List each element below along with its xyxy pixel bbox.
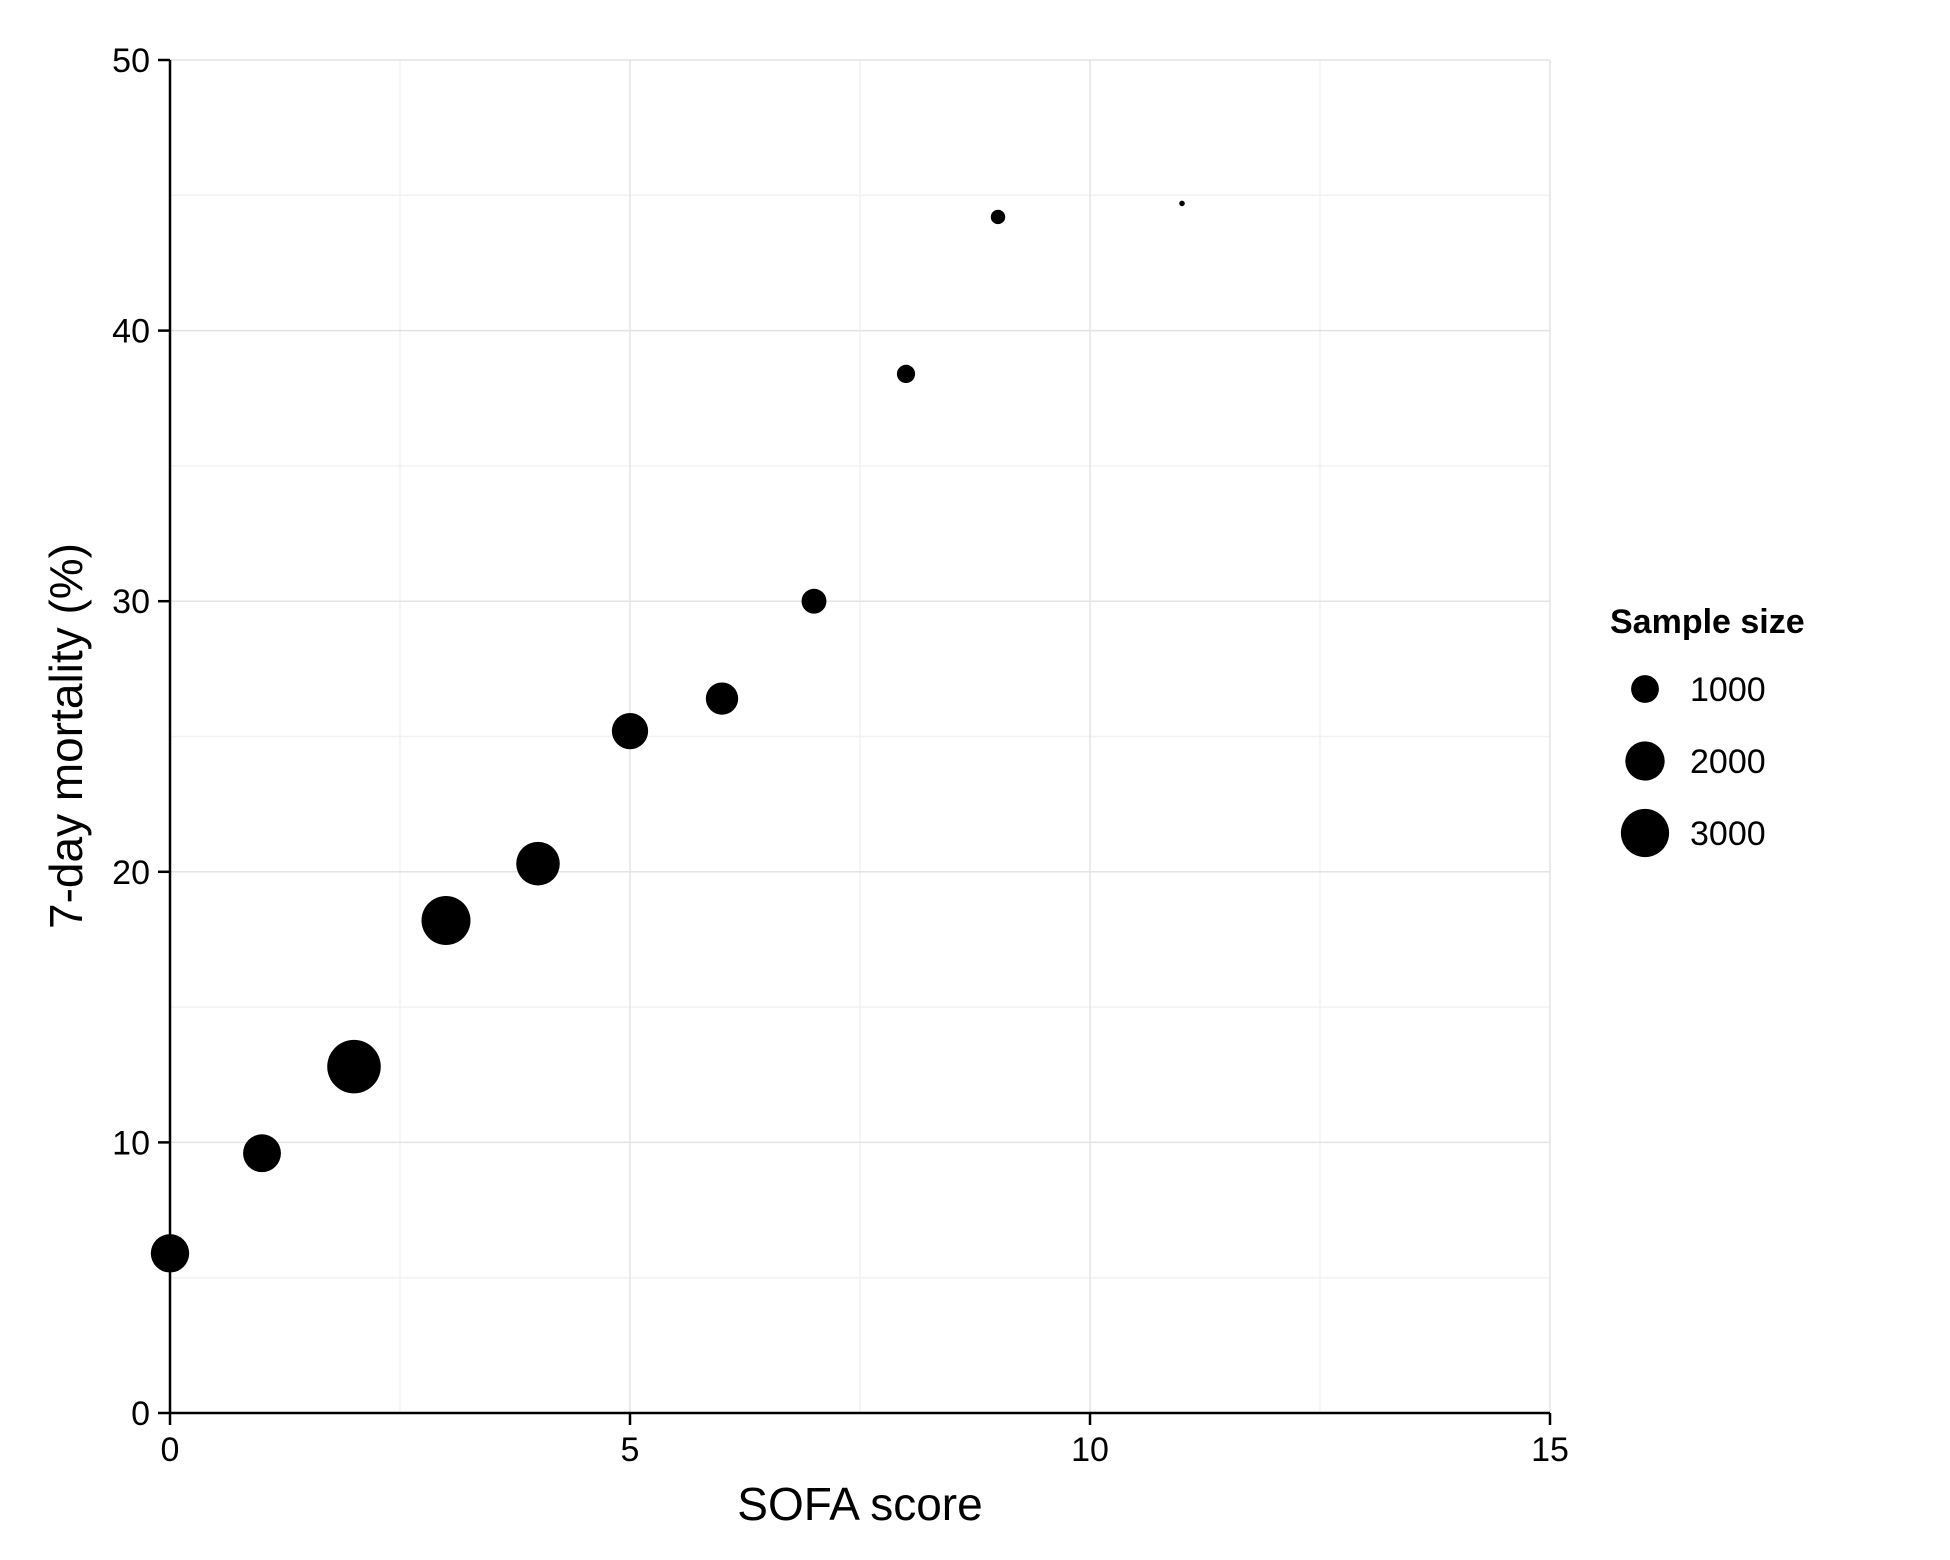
y-tick-label: 30 (112, 583, 150, 621)
y-tick-label: 0 (131, 1395, 150, 1433)
y-tick-label: 20 (112, 854, 150, 892)
data-point (327, 1039, 381, 1094)
data-point (421, 896, 471, 946)
legend-label: 1000 (1690, 671, 1766, 709)
y-axis-ticks: 0 10 20 30 40 50 (112, 42, 170, 1433)
legend-entries: 1000 2000 3000 (1620, 671, 1766, 858)
x-tick-label: 0 (161, 1431, 180, 1469)
data-point (801, 588, 827, 614)
x-tick-label: 15 (1531, 1431, 1569, 1469)
data-point (990, 209, 1006, 225)
data-point (243, 1134, 281, 1173)
x-axis-ticks: 0 5 10 15 (161, 1413, 1569, 1469)
minor-gridlines (170, 60, 1550, 1413)
x-tick-label: 5 (621, 1431, 640, 1469)
data-point (1179, 200, 1185, 207)
axes (168, 60, 1550, 1415)
legend-title: Sample size (1610, 603, 1805, 641)
legend-label: 2000 (1690, 743, 1766, 781)
legend-marker (1631, 675, 1659, 703)
x-axis-title: SOFA score (737, 1478, 982, 1530)
data-point (150, 1234, 190, 1273)
data-point (611, 712, 649, 750)
y-tick-label: 40 (112, 313, 150, 351)
legend-marker (1625, 741, 1665, 781)
data-point (896, 364, 916, 384)
legend: Sample size 1000 2000 3000 (1610, 603, 1805, 858)
legend-marker (1620, 808, 1670, 858)
legend-label: 3000 (1690, 815, 1766, 853)
data-point (516, 841, 560, 886)
data-points (150, 200, 1185, 1273)
x-tick-label: 10 (1071, 1431, 1109, 1469)
y-tick-label: 10 (112, 1124, 150, 1162)
y-axis-title: 7-day mortality (%) (40, 543, 92, 929)
data-point (705, 682, 739, 715)
y-tick-label: 50 (112, 42, 150, 80)
